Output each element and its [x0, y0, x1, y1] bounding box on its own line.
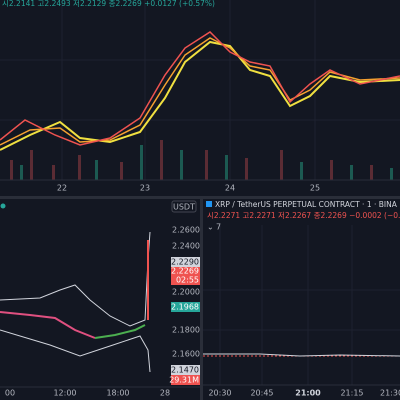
ma-yellow: [0, 40, 400, 151]
price-box: [171, 302, 200, 312]
price-label: 2.2269: [171, 267, 199, 276]
symbol-icon: [206, 201, 212, 207]
indicator-count[interactable]: 7: [216, 223, 221, 232]
x-label: 21:00: [295, 389, 321, 398]
price-label: 29.31M: [169, 376, 199, 385]
price-label: 2.1968: [171, 303, 199, 312]
collapse-arrow[interactable]: ⌄: [207, 223, 214, 232]
price-label: 2.1600: [172, 350, 200, 359]
x-label: 28: [160, 389, 170, 398]
symbol-title: XRP / TetherUS PERPETUAL CONTRACT · 1 · …: [215, 200, 398, 209]
right-grid: [203, 225, 400, 385]
ma-orange: [0, 37, 400, 146]
price-box: [171, 375, 200, 385]
x-label: 20:45: [250, 389, 273, 398]
price-box: [171, 257, 200, 267]
x-label: 00: [5, 389, 15, 398]
x-label: 23: [140, 184, 150, 193]
price-line: [203, 353, 400, 357]
price-box: [171, 267, 200, 285]
price-label: 2.1470: [171, 366, 199, 375]
x-label: 21:30: [380, 389, 400, 398]
x-label: 22: [57, 184, 67, 193]
price-label: 2.2600: [172, 226, 200, 235]
price-label: 2.1800: [172, 326, 200, 335]
price-label: 2.2400: [172, 242, 200, 251]
x-label: 18:00: [106, 389, 129, 398]
band-lower: [0, 329, 151, 373]
currency-button[interactable]: [171, 200, 197, 213]
right-ohlc: 시2.2271 고2.2271 저2.2267 종2.2269 −0.0002 …: [207, 211, 400, 220]
price-line-up: [94, 324, 146, 339]
divider: [200, 199, 203, 400]
top-volume: [10, 140, 373, 180]
x-label: 20:30: [208, 389, 231, 398]
status-dot: [0, 203, 6, 209]
price-label: 2.2000: [172, 288, 200, 297]
price-label: 2.2290: [171, 258, 199, 267]
countdown: 02:55: [176, 276, 199, 285]
top-volume-up: [20, 145, 393, 180]
ma-red: [0, 31, 400, 146]
x-label: 21:15: [340, 389, 363, 398]
top-grid: [0, 0, 400, 180]
x-label: 25: [310, 184, 320, 193]
currency[interactable]: USDT: [173, 203, 195, 212]
price-line: [0, 311, 96, 339]
top-ohlc: 시2.2141 고2.2493 저2.2129 종2.2269 +0.0127 …: [2, 0, 215, 8]
price-box: [171, 365, 200, 375]
x-label: 12:00: [53, 389, 76, 398]
divider: [0, 196, 400, 199]
x-label: 24: [225, 184, 235, 193]
band-upper: [0, 231, 151, 327]
